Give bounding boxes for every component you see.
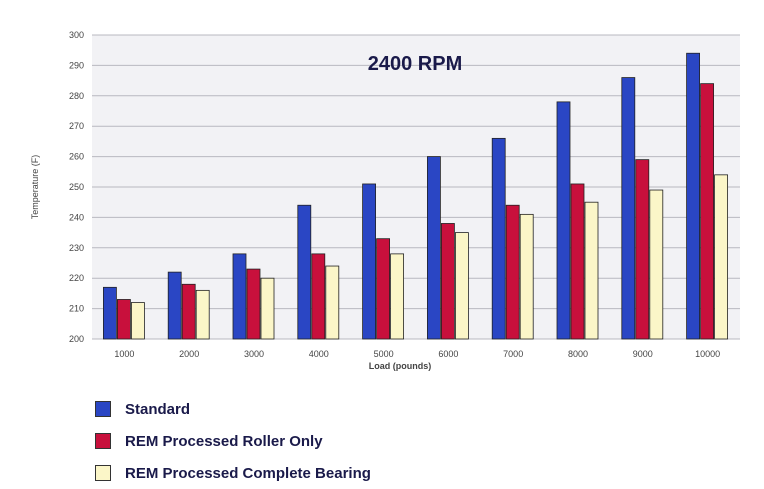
- y-tick-label: 220: [69, 273, 84, 283]
- x-tick-label: 3000: [244, 349, 264, 359]
- bar: [570, 183, 585, 340]
- y-tick-label: 280: [69, 91, 84, 101]
- bar: [635, 159, 650, 340]
- y-axis-label: Temperature (F): [30, 155, 40, 220]
- legend-label-complete-bearing: REM Processed Complete Bearing: [125, 464, 371, 482]
- legend-swatch-complete-bearing: [95, 465, 111, 481]
- bar: [556, 101, 571, 340]
- bar: [103, 286, 117, 340]
- y-tick-label: 260: [69, 152, 84, 162]
- x-tick-label: 1000: [114, 349, 134, 359]
- legend-label-standard: Standard: [125, 400, 191, 418]
- y-tick-label: 210: [69, 304, 84, 314]
- bar: [686, 52, 700, 340]
- y-tick-label: 250: [69, 182, 84, 192]
- bar: [167, 271, 182, 340]
- grid-lines: [92, 34, 740, 340]
- bar: [311, 253, 326, 340]
- bar: [117, 299, 131, 340]
- bar: [649, 189, 664, 340]
- bar: [130, 302, 145, 340]
- x-tick-label: 5000: [374, 349, 394, 359]
- bar: [325, 265, 340, 340]
- bars: [103, 52, 728, 340]
- bar: [491, 137, 506, 340]
- bar: [700, 83, 714, 340]
- bar: [297, 204, 312, 340]
- y-tick-label: 240: [69, 212, 84, 222]
- bar: [195, 289, 210, 340]
- bar: [714, 174, 728, 340]
- bar: [246, 268, 261, 340]
- bar: [440, 223, 455, 340]
- x-axis-ticks: 1000 2000 3000 4000 5000 6000 7000 8000 9000 1000…: [114, 349, 720, 359]
- bar: [181, 283, 196, 340]
- x-tick-label: 2000: [179, 349, 199, 359]
- y-tick-label: 270: [69, 121, 84, 131]
- x-axis-label: Load (pounds): [369, 361, 432, 371]
- legend-swatch-standard: [95, 401, 111, 417]
- bar: [362, 183, 377, 340]
- bar: [621, 77, 636, 340]
- bar: [519, 213, 534, 340]
- legend-item-complete-bearing: REM Processed Complete Bearing: [95, 457, 371, 489]
- y-tick-label: 290: [69, 60, 84, 70]
- chart-title: 2400 RPM: [368, 53, 463, 75]
- bar: [426, 156, 441, 340]
- legend-label-roller-only: REM Processed Roller Only: [125, 432, 323, 450]
- y-axis-ticks: 200 210 220 230 240 250 260 270 280 290 300: [69, 30, 84, 344]
- bar: [454, 232, 469, 340]
- legend-item-standard: Standard: [95, 393, 371, 425]
- bar: [376, 238, 391, 340]
- y-tick-label: 200: [69, 334, 84, 344]
- legend: Standard REM Processed Roller Only REM P…: [95, 393, 371, 489]
- x-tick-label: 6000: [438, 349, 458, 359]
- bar: [584, 201, 599, 340]
- y-tick-label: 230: [69, 243, 84, 253]
- x-tick-label: 9000: [633, 349, 653, 359]
- y-tick-label: 300: [69, 30, 84, 40]
- legend-swatch-roller-only: [95, 433, 111, 449]
- bar: [390, 253, 405, 340]
- legend-item-roller-only: REM Processed Roller Only: [95, 425, 371, 457]
- bar: [505, 204, 520, 340]
- bar: [260, 277, 275, 340]
- x-tick-label: 4000: [309, 349, 329, 359]
- x-tick-label: 7000: [503, 349, 523, 359]
- bar: [232, 253, 247, 340]
- x-tick-label: 10000: [695, 349, 720, 359]
- x-tick-label: 8000: [568, 349, 588, 359]
